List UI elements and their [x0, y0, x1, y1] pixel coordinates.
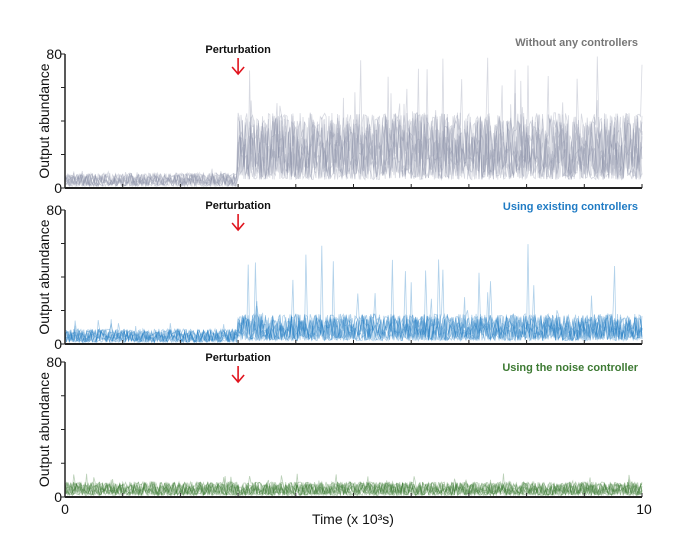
series-trace [64, 69, 643, 188]
y-axis-label: Output abundance [36, 63, 52, 178]
series-trace [64, 272, 643, 344]
series-trace [64, 264, 643, 344]
series-trace [64, 259, 643, 344]
x-tick-label: 0 [61, 501, 69, 517]
panel-title: Using existing controllers [503, 201, 638, 213]
y-tick-label: 0 [54, 336, 62, 352]
y-tick-label: 80 [46, 46, 62, 62]
y-tick-label: 80 [46, 202, 62, 218]
perturbation-label: Perturbation [205, 352, 271, 364]
series-trace [65, 107, 643, 187]
series-trace [64, 70, 643, 188]
series-trace [64, 473, 643, 497]
series-trace [64, 477, 643, 497]
series-trace [64, 57, 643, 188]
perturbation-arrow-icon [231, 366, 245, 384]
series-trace [64, 244, 643, 344]
series-trace [64, 259, 643, 344]
x-tick-label: 10 [636, 501, 652, 517]
series-trace [64, 473, 643, 497]
y-tick-label: 0 [54, 180, 62, 196]
series-trace [64, 60, 643, 188]
series-trace [64, 85, 643, 188]
series-trace [64, 245, 643, 344]
series-trace [64, 254, 643, 344]
panel-title: Using the noise controller [502, 362, 638, 374]
series-trace [64, 56, 643, 188]
series-trace [64, 58, 643, 188]
perturbation-label: Perturbation [205, 44, 271, 56]
series-trace [64, 64, 643, 188]
x-axis-label: Time (x 10³s) [312, 511, 394, 527]
series-trace [64, 271, 643, 344]
series-trace [64, 474, 643, 497]
y-tick-label: 80 [46, 354, 62, 370]
series-trace [64, 476, 643, 497]
perturbation-arrow-icon [231, 214, 245, 232]
perturbation-label: Perturbation [205, 200, 271, 212]
panel-title: Without any controllers [515, 37, 638, 49]
perturbation-arrow-icon [231, 58, 245, 76]
panel-3: 0 80 Output abundance Using the noise contr… [36, 352, 652, 517]
series-trace [64, 474, 643, 497]
series-trace [64, 269, 643, 344]
series-trace [64, 474, 643, 497]
series-trace [64, 75, 643, 188]
series-trace [64, 476, 643, 497]
y-axis-label: Output abundance [36, 219, 52, 334]
y-axis-label: Output abundance [36, 372, 52, 487]
y-tick-label: 0 [54, 489, 62, 505]
